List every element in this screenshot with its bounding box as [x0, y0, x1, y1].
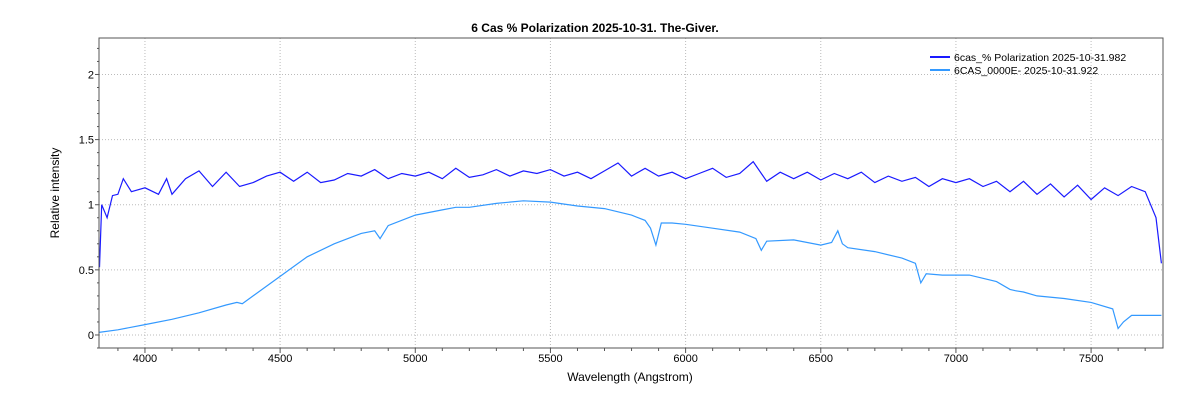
- x-tick-label: 4500: [268, 353, 292, 365]
- grid: [99, 38, 1163, 348]
- legend-label: 6cas_% Polarization 2025-10-31.982: [954, 52, 1126, 64]
- x-tick-label: 4000: [133, 353, 157, 365]
- series-lines: [98, 160, 1162, 333]
- x-axis-label: Wavelength (Angstrom): [567, 370, 693, 384]
- x-tick-label: 7000: [944, 353, 968, 365]
- chart-title: 6 Cas % Polarization 2025-10-31. The-Giv…: [471, 21, 718, 35]
- x-tick-label: 6000: [673, 353, 697, 365]
- x-tick-label: 5000: [403, 353, 427, 365]
- y-axis-label: Relative intensity: [48, 148, 62, 239]
- y-tick-label: 0: [88, 330, 94, 342]
- legend: 6cas_% Polarization 2025-10-31.9826CAS_0…: [930, 52, 1126, 77]
- ticks: 4000 4500 5000 5500 6000 6500 7000 7500 0 0.5 1 1.5…: [79, 47, 1146, 365]
- plot-frame: [98, 37, 1164, 349]
- legend-label: 6CAS_0000E- 2025-10-31.922: [954, 65, 1098, 77]
- y-tick-label: 0.5: [79, 265, 94, 277]
- series-line-1: [98, 160, 1162, 268]
- y-tick-label: 1: [88, 200, 94, 212]
- x-tick-label: 5500: [538, 353, 562, 365]
- series-line-2: [98, 200, 1162, 333]
- y-tick-label: 2: [88, 69, 94, 81]
- x-tick-label: 6500: [809, 353, 833, 365]
- y-tick-label: 1.5: [79, 135, 94, 147]
- x-tick-label: 7500: [1079, 353, 1103, 365]
